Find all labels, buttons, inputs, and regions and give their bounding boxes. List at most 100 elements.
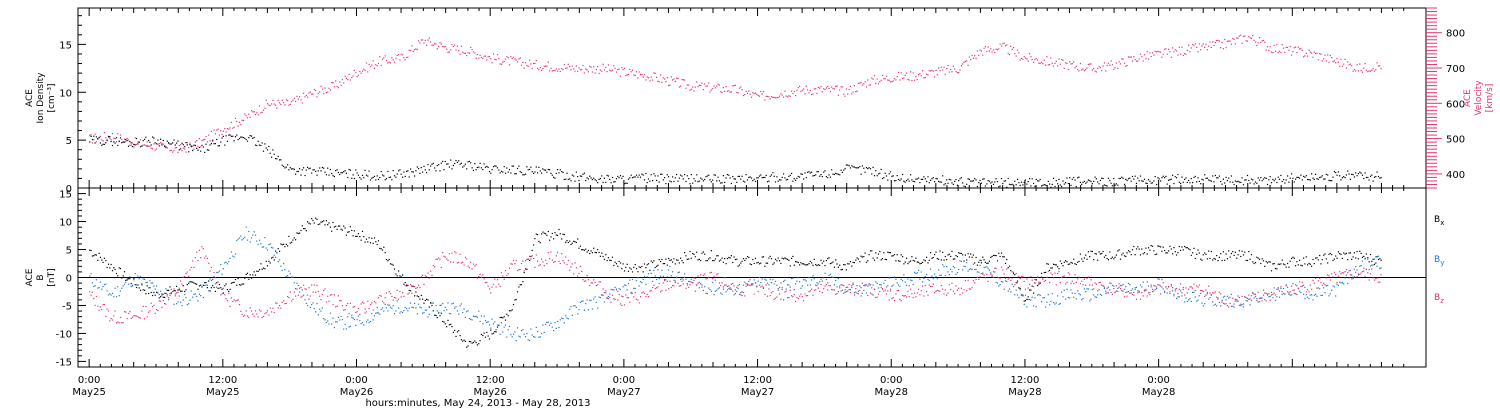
data-point: [562, 260, 564, 262]
data-point: [601, 294, 603, 296]
data-point: [860, 255, 862, 257]
data-point: [1026, 58, 1028, 60]
data-point: [926, 291, 928, 293]
data-point: [594, 296, 596, 298]
data-point: [1206, 293, 1208, 295]
data-point: [658, 81, 660, 83]
data-point: [643, 263, 646, 265]
data-point: [645, 172, 647, 175]
data-point: [740, 262, 742, 264]
data-point: [149, 141, 151, 143]
data-point: [523, 272, 525, 274]
data-point: [97, 138, 99, 140]
data-point: [371, 302, 373, 304]
data-point: [1364, 172, 1366, 174]
data-point: [212, 140, 214, 142]
data-point: [685, 180, 687, 183]
data-point: [889, 81, 892, 83]
data-point: [688, 258, 690, 260]
data-point: [1363, 267, 1365, 269]
data-point: [102, 303, 104, 306]
data-point: [516, 61, 519, 63]
data-point: [879, 172, 881, 174]
data-point: [1345, 174, 1347, 176]
data-point: [351, 177, 353, 179]
data-point: [1045, 279, 1047, 281]
data-point: [98, 309, 100, 311]
data-point: [1045, 271, 1047, 273]
data-point: [446, 48, 448, 50]
data-point: [839, 89, 841, 91]
data-point: [137, 141, 139, 143]
data-point: [367, 300, 369, 302]
data-point: [618, 177, 620, 179]
data-point: [1228, 40, 1230, 42]
data-point: [590, 250, 592, 252]
data-point: [709, 257, 711, 259]
data-point: [213, 129, 215, 131]
data-point: [555, 234, 557, 236]
data-point: [115, 137, 118, 139]
data-point: [142, 144, 144, 146]
data-point: [1004, 180, 1007, 182]
data-point: [811, 171, 813, 173]
data-point: [285, 166, 287, 168]
data-point: [1353, 276, 1355, 278]
data-point: [1177, 54, 1179, 56]
data-point: [619, 303, 622, 305]
data-point: [353, 69, 355, 71]
data-point: [1356, 251, 1358, 253]
data-point: [249, 241, 251, 243]
data-point: [629, 301, 631, 303]
data-point: [688, 84, 690, 86]
data-point: [249, 116, 251, 118]
data-point: [623, 304, 626, 306]
data-point: [542, 231, 544, 233]
data-point: [744, 259, 746, 262]
data-point: [404, 175, 406, 177]
data-point: [1309, 284, 1311, 286]
data-point: [896, 282, 898, 284]
data-point: [915, 257, 917, 259]
data-point: [512, 165, 515, 167]
data-point: [1050, 272, 1052, 274]
data-point: [340, 172, 342, 174]
data-point: [1110, 291, 1112, 294]
data-point: [728, 285, 730, 287]
data-point: [931, 275, 933, 277]
data-point: [1018, 275, 1020, 277]
data-point: [500, 271, 503, 274]
data-point: [714, 174, 716, 176]
data-point: [569, 66, 571, 68]
data-point: [871, 77, 873, 79]
data-point: [785, 95, 787, 97]
data-point: [204, 151, 206, 153]
data-point: [733, 256, 735, 258]
data-point: [1073, 61, 1075, 63]
data-point: [649, 180, 651, 182]
data-point: [578, 179, 580, 182]
data-point: [173, 288, 175, 290]
data-point: [1020, 181, 1023, 183]
data-point: [634, 292, 636, 294]
data-point: [978, 271, 980, 273]
data-point: [642, 174, 644, 176]
data-point: [1319, 176, 1321, 179]
data-point: [1173, 247, 1175, 249]
data-point: [873, 175, 876, 177]
data-point: [904, 181, 906, 183]
data-point: [742, 94, 745, 97]
data-point: [284, 104, 286, 106]
data-point: [1213, 292, 1215, 294]
data-point: [593, 298, 595, 300]
data-point: [664, 279, 666, 282]
data-point: [764, 265, 766, 267]
data-point: [137, 143, 139, 145]
data-point: [348, 168, 350, 171]
data-point: [1063, 275, 1065, 277]
data-point: [1185, 177, 1187, 179]
data-point: [122, 285, 124, 287]
data-point: [1090, 181, 1092, 183]
data-point: [931, 285, 933, 288]
data-point: [520, 171, 523, 174]
